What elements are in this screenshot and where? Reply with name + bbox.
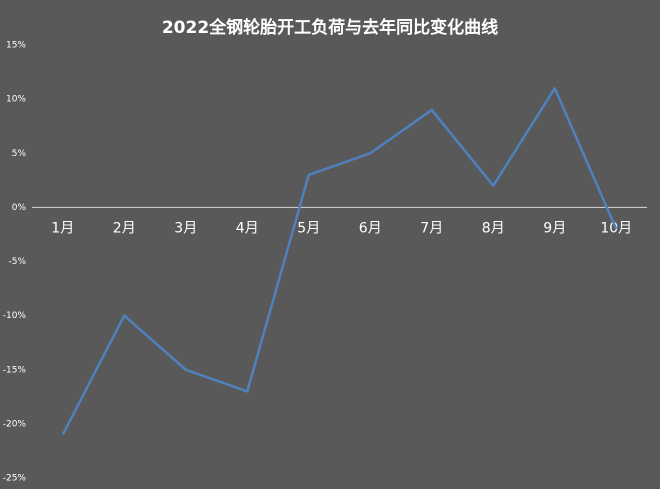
y-tick-label: -25% xyxy=(3,474,27,484)
y-tick-label: 5% xyxy=(12,149,27,159)
x-tick-label: 8月 xyxy=(482,220,505,236)
y-tick-label: -15% xyxy=(3,365,27,375)
y-tick-label: 0% xyxy=(12,203,27,213)
x-tick-label: 5月 xyxy=(297,220,320,236)
x-tick-label: 9月 xyxy=(543,220,566,236)
x-tick-label: 1月 xyxy=(51,220,74,236)
x-tick-label: 7月 xyxy=(420,220,443,236)
y-tick-label: 10% xyxy=(6,95,26,105)
y-tick-label: -5% xyxy=(8,257,26,267)
chart-title: 2022全钢轮胎开工负荷与去年同比变化曲线 xyxy=(162,17,498,38)
x-tick-label: 3月 xyxy=(174,220,197,236)
y-tick-label: -10% xyxy=(3,311,27,321)
y-tick-label: -20% xyxy=(3,419,27,429)
data-line xyxy=(61,87,618,436)
x-tick-label: 2月 xyxy=(113,220,136,236)
x-tick-label: 6月 xyxy=(359,220,382,236)
y-tick-label: 15% xyxy=(6,41,26,51)
x-tick-label: 4月 xyxy=(236,220,259,236)
